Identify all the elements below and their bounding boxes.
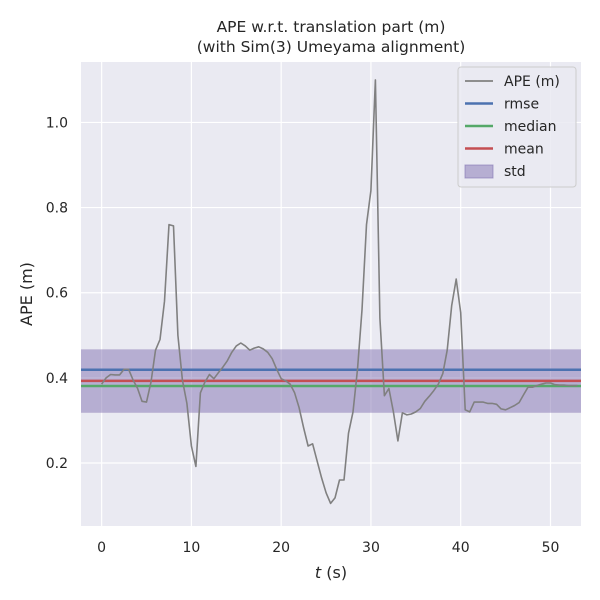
x-tick-label: 30 (362, 540, 380, 556)
legend-label: median (504, 119, 556, 135)
legend-frame (457, 66, 577, 188)
legend: APE (m) rmse median mean std (457, 66, 577, 188)
chart-title-line2: (with Sim(3) Umeyama alignment) (197, 38, 466, 56)
x-tick-label: 10 (182, 540, 200, 556)
legend-label: rmse (504, 97, 539, 113)
legend-label: std (504, 164, 526, 180)
legend-label: APE (m) (504, 74, 560, 90)
x-tick-label: 50 (542, 540, 560, 556)
y-tick-label: 0.4 (46, 371, 68, 387)
legend-swatch-std (464, 164, 494, 179)
x-tick-label: 0 (97, 540, 106, 556)
x-axis-label-unit: (s) (321, 563, 347, 582)
x-tick-label: 40 (452, 540, 470, 556)
y-axis-label: APE (m) (17, 262, 36, 326)
ape-series-line (100, 79, 578, 505)
legend-label: mean (504, 142, 544, 158)
chart-title-line1: APE w.r.t. translation part (m) (217, 18, 446, 36)
x-axis-label-var: t (315, 563, 322, 582)
y-tick-label: 0.6 (46, 286, 68, 302)
y-tick-label: 0.2 (46, 456, 68, 472)
y-tick-label: 1.0 (46, 115, 68, 131)
y-axis-ticks: 0.2 0.4 0.6 0.8 1.0 (46, 115, 68, 472)
x-axis-ticks: 0 10 20 30 40 50 (97, 540, 559, 556)
y-tick-label: 0.8 (46, 201, 68, 217)
x-axis-label: t (s) (315, 563, 347, 582)
x-tick-label: 20 (272, 540, 290, 556)
